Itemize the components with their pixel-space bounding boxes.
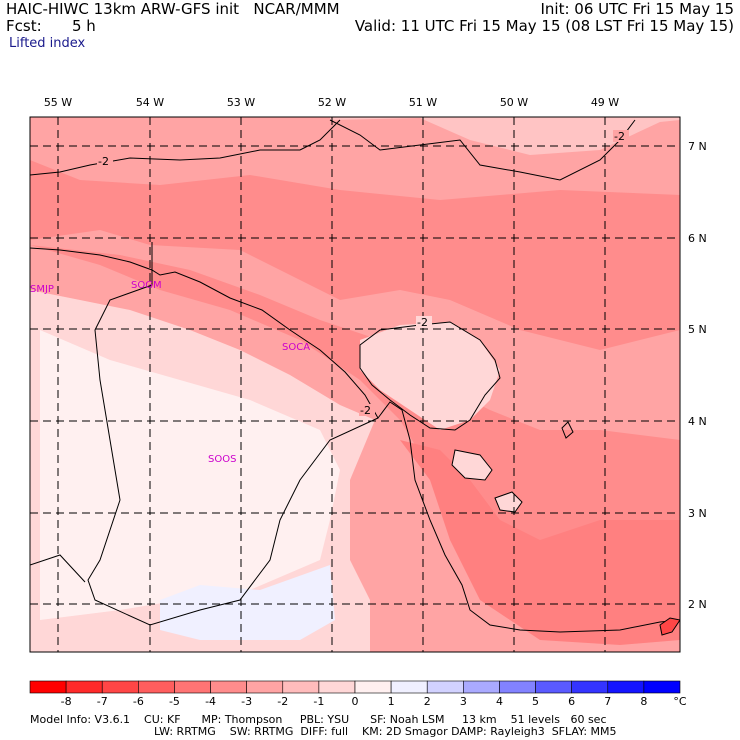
station-label: SOCA xyxy=(282,342,310,353)
colorbar-swatch xyxy=(65,680,103,694)
forecast-hour: 5 h xyxy=(72,17,96,35)
contour-line xyxy=(561,421,574,439)
lon-label: 49 W xyxy=(591,96,619,109)
lat-label: 7 N xyxy=(688,140,707,153)
contour-line xyxy=(494,491,523,513)
valid-time: Valid: 11 UTC Fri 15 May 15 (08 LST Fri … xyxy=(354,17,734,35)
shade-band-east xyxy=(400,440,680,645)
colorbar-swatch xyxy=(101,680,139,694)
colorbar-swatch xyxy=(390,680,428,694)
colorbar-unit: °C xyxy=(673,695,687,708)
lat-label: 2 N xyxy=(688,598,707,611)
contour-line xyxy=(451,449,493,481)
border-line-sw xyxy=(30,554,86,583)
lon-label: 54 W xyxy=(136,96,164,109)
colorbar-swatch xyxy=(354,680,392,694)
colorbar-tick-label: 8 xyxy=(640,695,647,708)
colorbar-tick-label: -7 xyxy=(97,695,108,708)
lat-lon-grid xyxy=(30,117,680,652)
shade-offshore-light xyxy=(360,322,500,430)
lon-label: 50 W xyxy=(500,96,528,109)
colorbar-swatch xyxy=(499,680,536,694)
colorbar-ticks: -8 -7 -6 -5 -4 -3 -2 -1 0 1 2 3 4 5 6 7 8 xyxy=(61,695,648,708)
colorbar-swatch xyxy=(210,680,247,694)
colorbar-swatch xyxy=(535,680,572,694)
lon-label: 51 W xyxy=(409,96,437,109)
colorbar-tick-label: 2 xyxy=(424,695,431,708)
colorbar-tick-label: 4 xyxy=(496,695,503,708)
shade-band-coastal xyxy=(30,245,680,610)
colorbar-swatch xyxy=(643,680,681,694)
model-info-line-2: LW: RRTMG SW: RRTMG DIFF: full KM: 2D Sm… xyxy=(154,725,617,738)
shade-offshore-spot-2 xyxy=(495,492,522,512)
colorbar-swatch xyxy=(138,680,175,694)
colorbar-tick-label: -4 xyxy=(205,695,216,708)
colorbar-tick-label: 6 xyxy=(568,695,575,708)
field-name: Lifted index xyxy=(9,36,86,51)
station-label: SOGM xyxy=(131,280,162,291)
map-frame xyxy=(29,116,681,653)
colorbar-tick-label: -1 xyxy=(313,695,324,708)
colorbar-tick-label: 0 xyxy=(352,695,359,708)
colorbar-tick-label: -6 xyxy=(133,695,144,708)
colorbar-tick-label: -5 xyxy=(169,695,180,708)
station-label: SMJP xyxy=(30,284,54,295)
shade-interior-lightest xyxy=(40,330,340,620)
lat-label: 3 N xyxy=(688,507,707,520)
lat-label: 4 N xyxy=(688,415,707,428)
colorbar-swatch xyxy=(29,680,67,694)
colorbar-swatch xyxy=(426,680,464,694)
model-info-line-1: Model Info: V3.6.1 CU: KF MP: Thompson P… xyxy=(30,713,607,726)
contour-label: -2 xyxy=(614,130,625,143)
colorbar-tick-label: 7 xyxy=(604,695,611,708)
colorbar-tick-label: -2 xyxy=(277,695,288,708)
shade-interior-positive xyxy=(160,565,335,640)
init-time: Init: 06 UTC Fri 15 May 15 xyxy=(540,0,734,18)
plot-title: HAIC-HIWC 13km ARW-GFS init NCAR/MMM xyxy=(6,0,340,18)
contour-line xyxy=(359,321,501,431)
shade-corner xyxy=(659,617,680,636)
contour-label: -2 xyxy=(360,404,371,417)
forecast-label: Fcst: xyxy=(6,17,42,35)
contour-label: -2 xyxy=(417,316,428,329)
colorbar-swatch xyxy=(318,680,356,694)
lat-label: 6 N xyxy=(688,232,707,245)
colorbar-swatch xyxy=(571,680,609,694)
colorbar xyxy=(29,680,681,694)
station-label: SOOS xyxy=(208,454,236,465)
colorbar-tick-label: -3 xyxy=(241,695,252,708)
contour-label: -2 xyxy=(98,155,109,168)
contour-line xyxy=(30,119,341,176)
lon-label: 52 W xyxy=(318,96,346,109)
colorbar-tick-label: 1 xyxy=(388,695,395,708)
colorbar-swatch xyxy=(607,680,645,694)
colorbar-swatch xyxy=(246,680,284,694)
lon-label: 53 W xyxy=(227,96,255,109)
colorbar-tick-label: 5 xyxy=(532,695,539,708)
contour-line xyxy=(329,119,636,181)
colorbar-swatch xyxy=(282,680,320,694)
colorbar-swatch xyxy=(463,680,500,694)
shade-band-north xyxy=(30,160,680,350)
colorbar-swatch xyxy=(174,680,211,694)
lat-label: 5 N xyxy=(688,323,707,336)
colorbar-tick-label: 3 xyxy=(460,695,467,708)
lon-label: 55 W xyxy=(44,96,72,109)
colorbar-tick-label: -8 xyxy=(61,695,72,708)
